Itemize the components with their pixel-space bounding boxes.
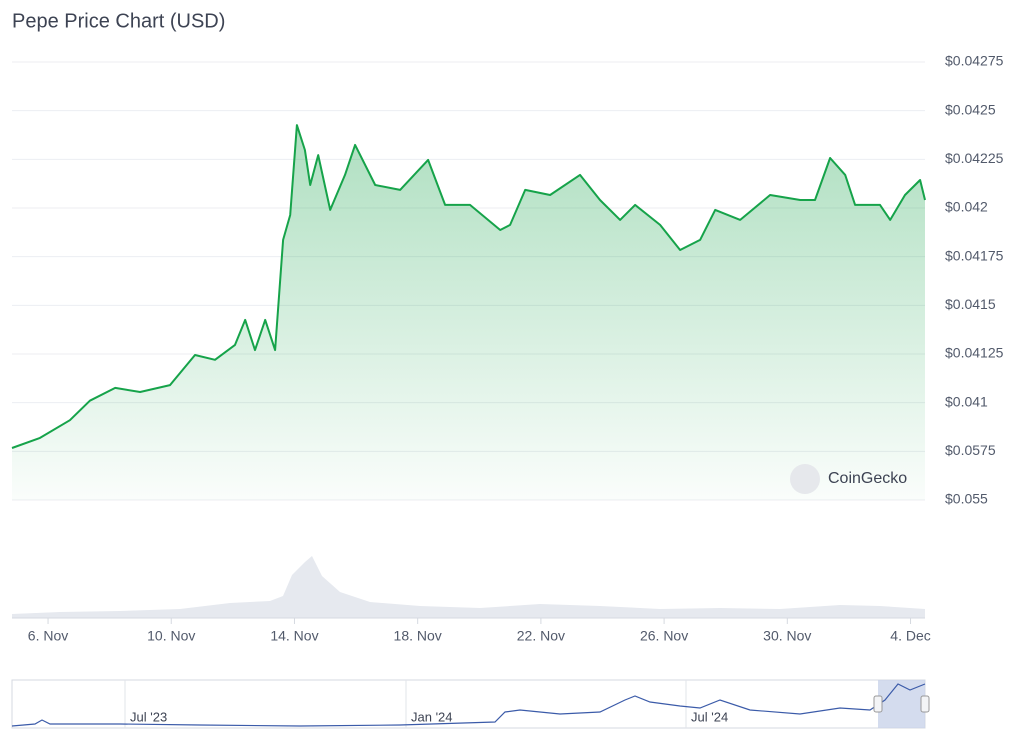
- x-tick-label: 22. Nov: [517, 628, 565, 644]
- watermark: CoinGecko: [828, 470, 907, 487]
- y-tick-label: $0.0575: [945, 442, 996, 458]
- x-tick-label: 30. Nov: [763, 628, 811, 644]
- x-tick-label: 6. Nov: [28, 628, 68, 644]
- price-line: [11, 124, 926, 449]
- y-tick-label: $0.042: [945, 199, 988, 215]
- y-tick-label: $0.04125: [945, 345, 1004, 361]
- x-tick-label: 18. Nov: [394, 628, 442, 644]
- navigator-label: Jan '24: [411, 709, 453, 724]
- x-tick-label: 26. Nov: [640, 628, 688, 644]
- y-tick-label: $0.055: [945, 491, 988, 507]
- x-tick-label: 14. Nov: [270, 628, 318, 644]
- y-tick-label: $0.0415: [945, 296, 996, 312]
- y-tick-label: $0.041: [945, 393, 988, 409]
- price-area: [12, 125, 925, 500]
- volume-area: [12, 556, 925, 618]
- navigator-label: Jul '24: [691, 709, 728, 724]
- y-tick-label: $0.04225: [945, 150, 1004, 166]
- navigator-selection[interactable]: [878, 680, 925, 728]
- watermark-logo: [790, 464, 820, 494]
- navigator-handle[interactable]: [920, 695, 930, 713]
- y-tick-label: $0.04175: [945, 247, 1004, 263]
- x-tick-label: 10. Nov: [147, 628, 195, 644]
- x-tick-label: 4. Dec: [890, 628, 930, 644]
- y-tick-label: $0.0425: [945, 101, 996, 117]
- navigator-label: Jul '23: [130, 709, 167, 724]
- y-tick-label: $0.04275: [945, 53, 1004, 69]
- navigator-line: [11, 683, 926, 727]
- chart-title: Pepe Price Chart (USD): [12, 10, 225, 32]
- navigator-handle[interactable]: [873, 695, 883, 713]
